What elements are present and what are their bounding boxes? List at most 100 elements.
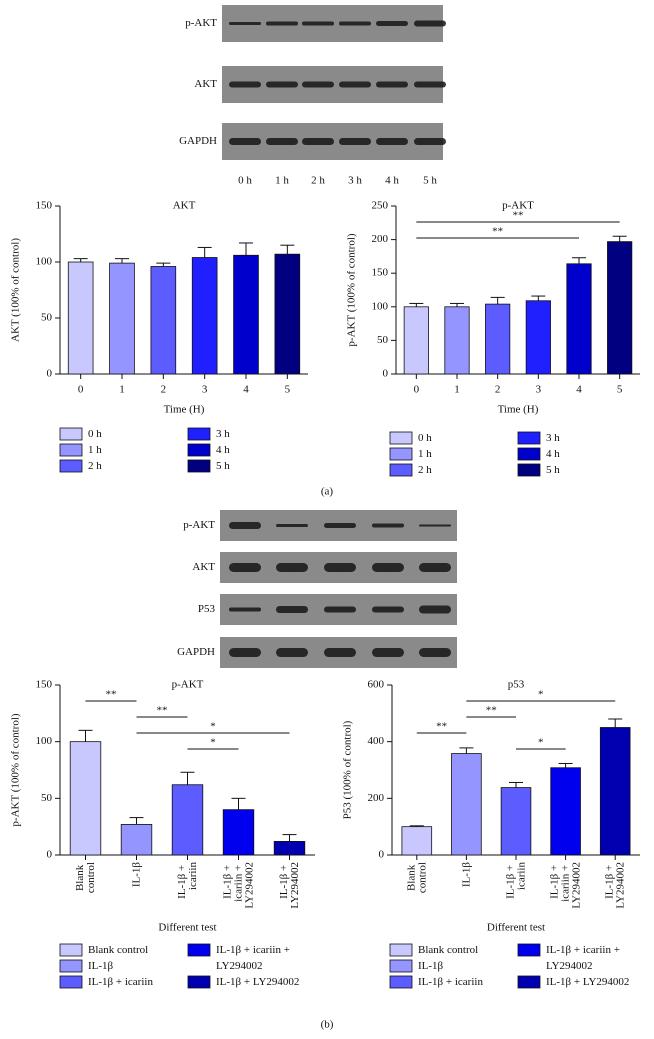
significance-label: * [538,689,544,701]
x-tick-label: 5 [285,384,291,396]
significance-label: * [538,737,544,749]
blot-band [324,523,356,528]
blot-band [324,563,356,572]
blot-band [229,607,261,612]
lane-label: 5 h [423,175,437,187]
significance-label: ** [157,705,168,717]
bar [222,809,255,856]
bar [69,741,102,856]
legend-swatch [187,975,211,989]
chart-title: p53 [508,679,525,691]
bar [120,824,153,856]
y-tick-label: 200 [368,792,385,804]
blot-band [324,648,356,657]
x-tick-label: 2 [161,384,167,396]
bar [171,784,204,856]
blot-band [372,648,404,657]
legend-swatch [187,459,211,473]
legend-swatch [59,975,83,989]
x-axis-label: Time (H) [498,404,539,416]
significance-label: ** [486,705,497,717]
y-tick-label: 100 [36,735,53,747]
legend-label: 1 h [88,444,102,456]
legend-label: 0 h [88,428,102,440]
blot-band [276,563,308,572]
legend-swatch [389,463,413,477]
blot-band [376,21,408,26]
y-tick-label: 200 [372,233,389,245]
panel-label: (a) [321,486,334,498]
blot-band [229,522,261,529]
legend-swatch [59,959,83,973]
chart-title: p-AKT [502,200,534,212]
legend-label: IL-1β [88,960,114,972]
legend-swatch [389,959,413,973]
x-tick-label: Blank control [405,862,428,893]
chart-title: AKT [173,200,196,212]
legend-swatch [389,431,413,445]
significance-label: * [210,721,216,733]
x-tick-label: 0 [414,384,420,396]
blot-band [339,138,371,145]
x-tick-label: 5 [617,384,623,396]
blot-band [419,563,451,572]
significance-label: ** [492,226,503,238]
legend-label: IL-1β + icariin + LY294002 [216,944,293,972]
legend-label: 5 h [546,464,560,476]
bar [607,241,633,375]
lane-label: 3 h [348,175,362,187]
legend-label: IL-1β + icariin [88,976,153,988]
blot-band [372,523,404,528]
bar [191,257,218,375]
blot-band [419,648,451,657]
significance-label: ** [436,721,447,733]
blot-band [266,81,298,88]
blot-band [266,21,298,26]
panel-label: (b) [321,1019,334,1031]
x-tick-label: IL-1β + icariin + LY294002 [221,862,255,909]
blot-band [324,606,356,613]
y-tick-label: 0 [379,849,385,861]
x-tick-label: 4 [576,384,582,396]
legend-label: 5 h [216,460,230,472]
y-tick-label: 100 [372,300,389,312]
blot-band [372,606,404,613]
blot-row-label: AKT [194,78,217,90]
legend-swatch [59,459,83,473]
blot-band [339,81,371,88]
legend-label: 4 h [216,444,230,456]
legend-swatch [59,443,83,457]
legend-label: IL-1β + icariin [418,976,483,988]
y-tick-label: 250 [372,200,389,212]
y-tick-label: 150 [36,200,53,212]
y-tick-label: 0 [383,368,389,380]
lane-label: 4 h [385,175,399,187]
blot-row-label: GAPDH [177,646,215,658]
legend-swatch [59,943,83,957]
blot-band [372,563,404,572]
x-axis-label: Time (H) [164,404,205,416]
legend-swatch [517,447,541,461]
lane-label: 2 h [311,175,325,187]
blot-row-label: AKT [192,561,215,573]
bar [599,727,631,856]
y-axis-label: P53 (100% of control) [342,720,354,819]
blot-band [276,606,308,613]
x-tick-label: 1 [454,384,460,396]
x-tick-label: IL-1β + LY294002 [603,862,626,909]
y-tick-label: 50 [41,312,53,324]
y-tick-label: 0 [47,368,53,380]
x-axis-label: Different test [487,922,545,934]
bar [525,300,551,375]
blot-band [302,81,334,88]
significance-label: ** [106,689,117,701]
legend-swatch [517,463,541,477]
bar [550,767,581,856]
bar [233,254,259,375]
lane-label: 1 h [275,175,289,187]
legend-label: IL-1β [418,960,444,972]
x-tick-label: Blank control [74,862,97,893]
y-axis-label: AKT (100% of control) [10,238,22,342]
blot-band [376,81,408,88]
bar [273,841,306,856]
